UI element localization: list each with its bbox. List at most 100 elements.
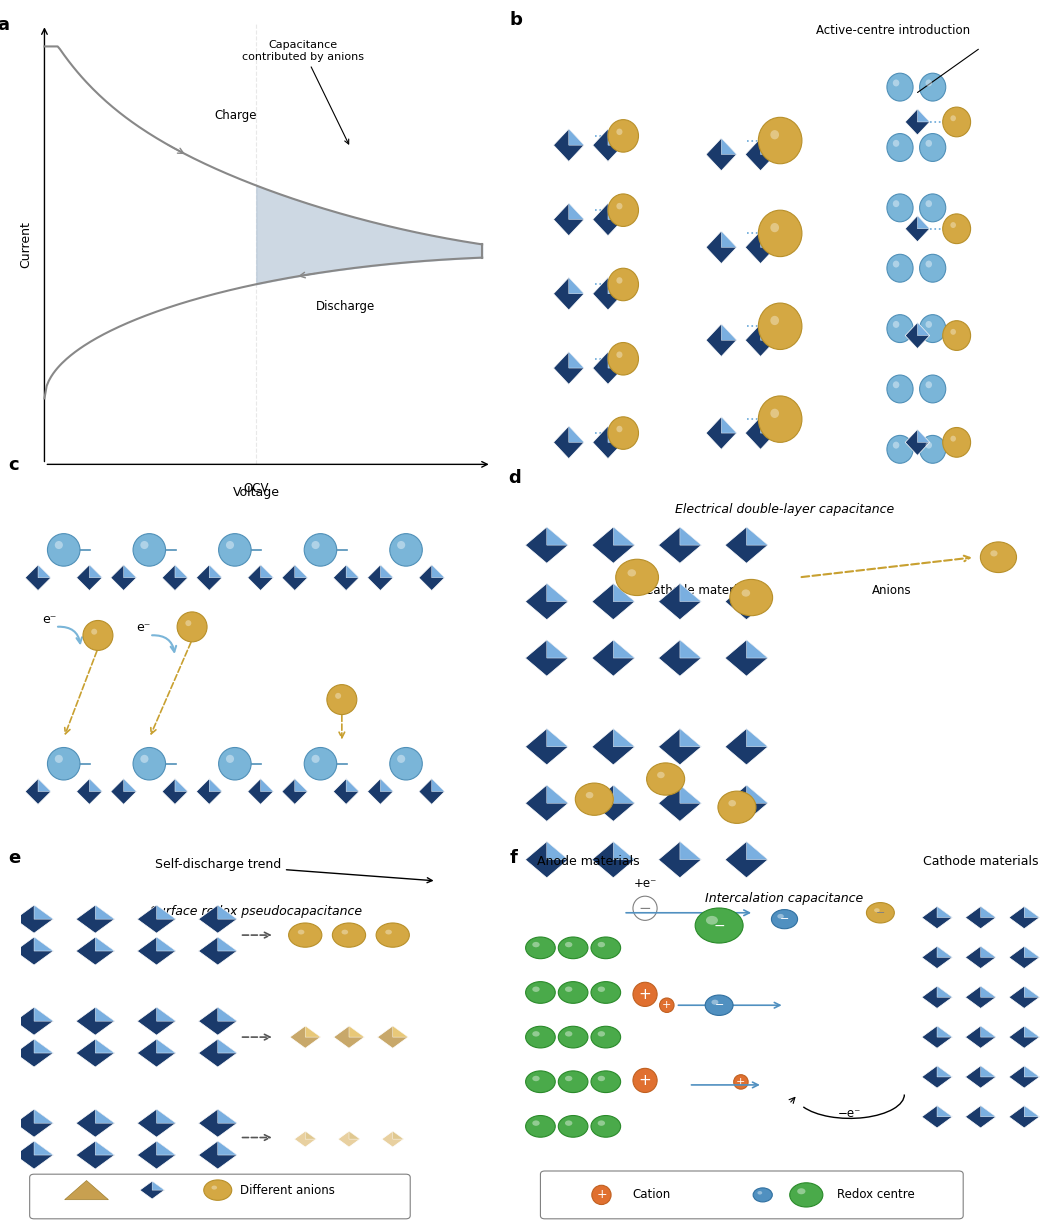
Circle shape	[54, 541, 63, 549]
Polygon shape	[162, 778, 188, 804]
Polygon shape	[659, 583, 701, 620]
Circle shape	[565, 986, 572, 992]
Circle shape	[608, 269, 638, 301]
Polygon shape	[747, 583, 768, 601]
Circle shape	[616, 560, 659, 595]
Circle shape	[770, 408, 779, 418]
Polygon shape	[282, 778, 308, 804]
Polygon shape	[937, 1026, 952, 1037]
Polygon shape	[613, 583, 635, 601]
Circle shape	[133, 748, 165, 780]
Circle shape	[770, 315, 779, 325]
Circle shape	[887, 73, 913, 101]
Polygon shape	[381, 565, 393, 578]
Polygon shape	[1009, 946, 1040, 969]
Polygon shape	[937, 986, 952, 997]
Circle shape	[893, 79, 900, 87]
Polygon shape	[248, 778, 273, 804]
Polygon shape	[965, 946, 996, 969]
Polygon shape	[199, 937, 237, 965]
Text: e⁻: e⁻	[42, 612, 56, 626]
Polygon shape	[608, 130, 623, 145]
Polygon shape	[937, 1066, 952, 1077]
Circle shape	[185, 620, 191, 626]
Circle shape	[919, 375, 946, 403]
Polygon shape	[588, 580, 598, 591]
Polygon shape	[981, 1026, 996, 1037]
Circle shape	[341, 930, 348, 935]
Circle shape	[706, 916, 718, 925]
Polygon shape	[346, 565, 359, 578]
Polygon shape	[592, 583, 635, 620]
Polygon shape	[295, 565, 308, 578]
Circle shape	[951, 436, 956, 441]
Circle shape	[758, 396, 802, 442]
Text: −: −	[713, 919, 725, 932]
Polygon shape	[706, 417, 736, 450]
Polygon shape	[76, 937, 114, 965]
Circle shape	[312, 541, 320, 549]
Circle shape	[919, 194, 946, 222]
Circle shape	[177, 612, 207, 642]
Circle shape	[893, 260, 900, 268]
Circle shape	[525, 937, 555, 959]
Text: Electrical double-layer capacitance: Electrical double-layer capacitance	[675, 502, 894, 516]
Polygon shape	[706, 324, 736, 357]
Circle shape	[385, 930, 392, 935]
Circle shape	[525, 1116, 555, 1138]
Text: Intercalation capacitance: Intercalation capacitance	[705, 892, 864, 906]
Text: Active-centre introduction: Active-centre introduction	[816, 23, 971, 37]
Polygon shape	[199, 1141, 237, 1169]
Circle shape	[326, 684, 357, 715]
Circle shape	[597, 986, 605, 992]
Polygon shape	[706, 231, 736, 264]
Circle shape	[887, 375, 913, 403]
Polygon shape	[95, 1007, 114, 1022]
Polygon shape	[76, 1007, 114, 1035]
Polygon shape	[1009, 1026, 1040, 1048]
Polygon shape	[553, 277, 584, 310]
Text: Current: Current	[19, 221, 32, 268]
Polygon shape	[569, 277, 584, 293]
Polygon shape	[937, 907, 952, 918]
Circle shape	[628, 569, 636, 577]
Polygon shape	[608, 203, 623, 220]
Polygon shape	[592, 785, 635, 821]
Polygon shape	[260, 565, 273, 578]
Circle shape	[390, 748, 423, 780]
Text: Cathode materials: Cathode materials	[645, 584, 754, 598]
Polygon shape	[525, 583, 568, 620]
Circle shape	[919, 133, 946, 161]
Circle shape	[926, 260, 932, 268]
Text: +: +	[639, 1073, 652, 1088]
Circle shape	[54, 755, 63, 763]
Circle shape	[951, 115, 956, 121]
Circle shape	[718, 791, 756, 824]
Polygon shape	[547, 785, 568, 803]
Polygon shape	[123, 565, 136, 578]
Circle shape	[919, 435, 946, 463]
Text: Different anions: Different anions	[240, 1184, 335, 1196]
Circle shape	[608, 342, 638, 375]
Circle shape	[919, 254, 946, 282]
Polygon shape	[76, 778, 103, 804]
Polygon shape	[981, 907, 996, 918]
Circle shape	[980, 541, 1017, 573]
Circle shape	[608, 194, 638, 226]
Polygon shape	[137, 1110, 176, 1138]
Circle shape	[532, 1075, 540, 1081]
FancyBboxPatch shape	[541, 1171, 963, 1218]
Circle shape	[618, 585, 622, 590]
Polygon shape	[15, 1141, 53, 1169]
Polygon shape	[15, 937, 53, 965]
Circle shape	[219, 748, 251, 780]
Polygon shape	[76, 1039, 114, 1067]
Circle shape	[304, 534, 337, 566]
Polygon shape	[1024, 1066, 1040, 1077]
Polygon shape	[547, 640, 568, 657]
Polygon shape	[137, 1141, 176, 1169]
Polygon shape	[157, 1141, 176, 1155]
Circle shape	[397, 755, 405, 763]
Polygon shape	[15, 1110, 53, 1138]
Polygon shape	[76, 1110, 114, 1138]
